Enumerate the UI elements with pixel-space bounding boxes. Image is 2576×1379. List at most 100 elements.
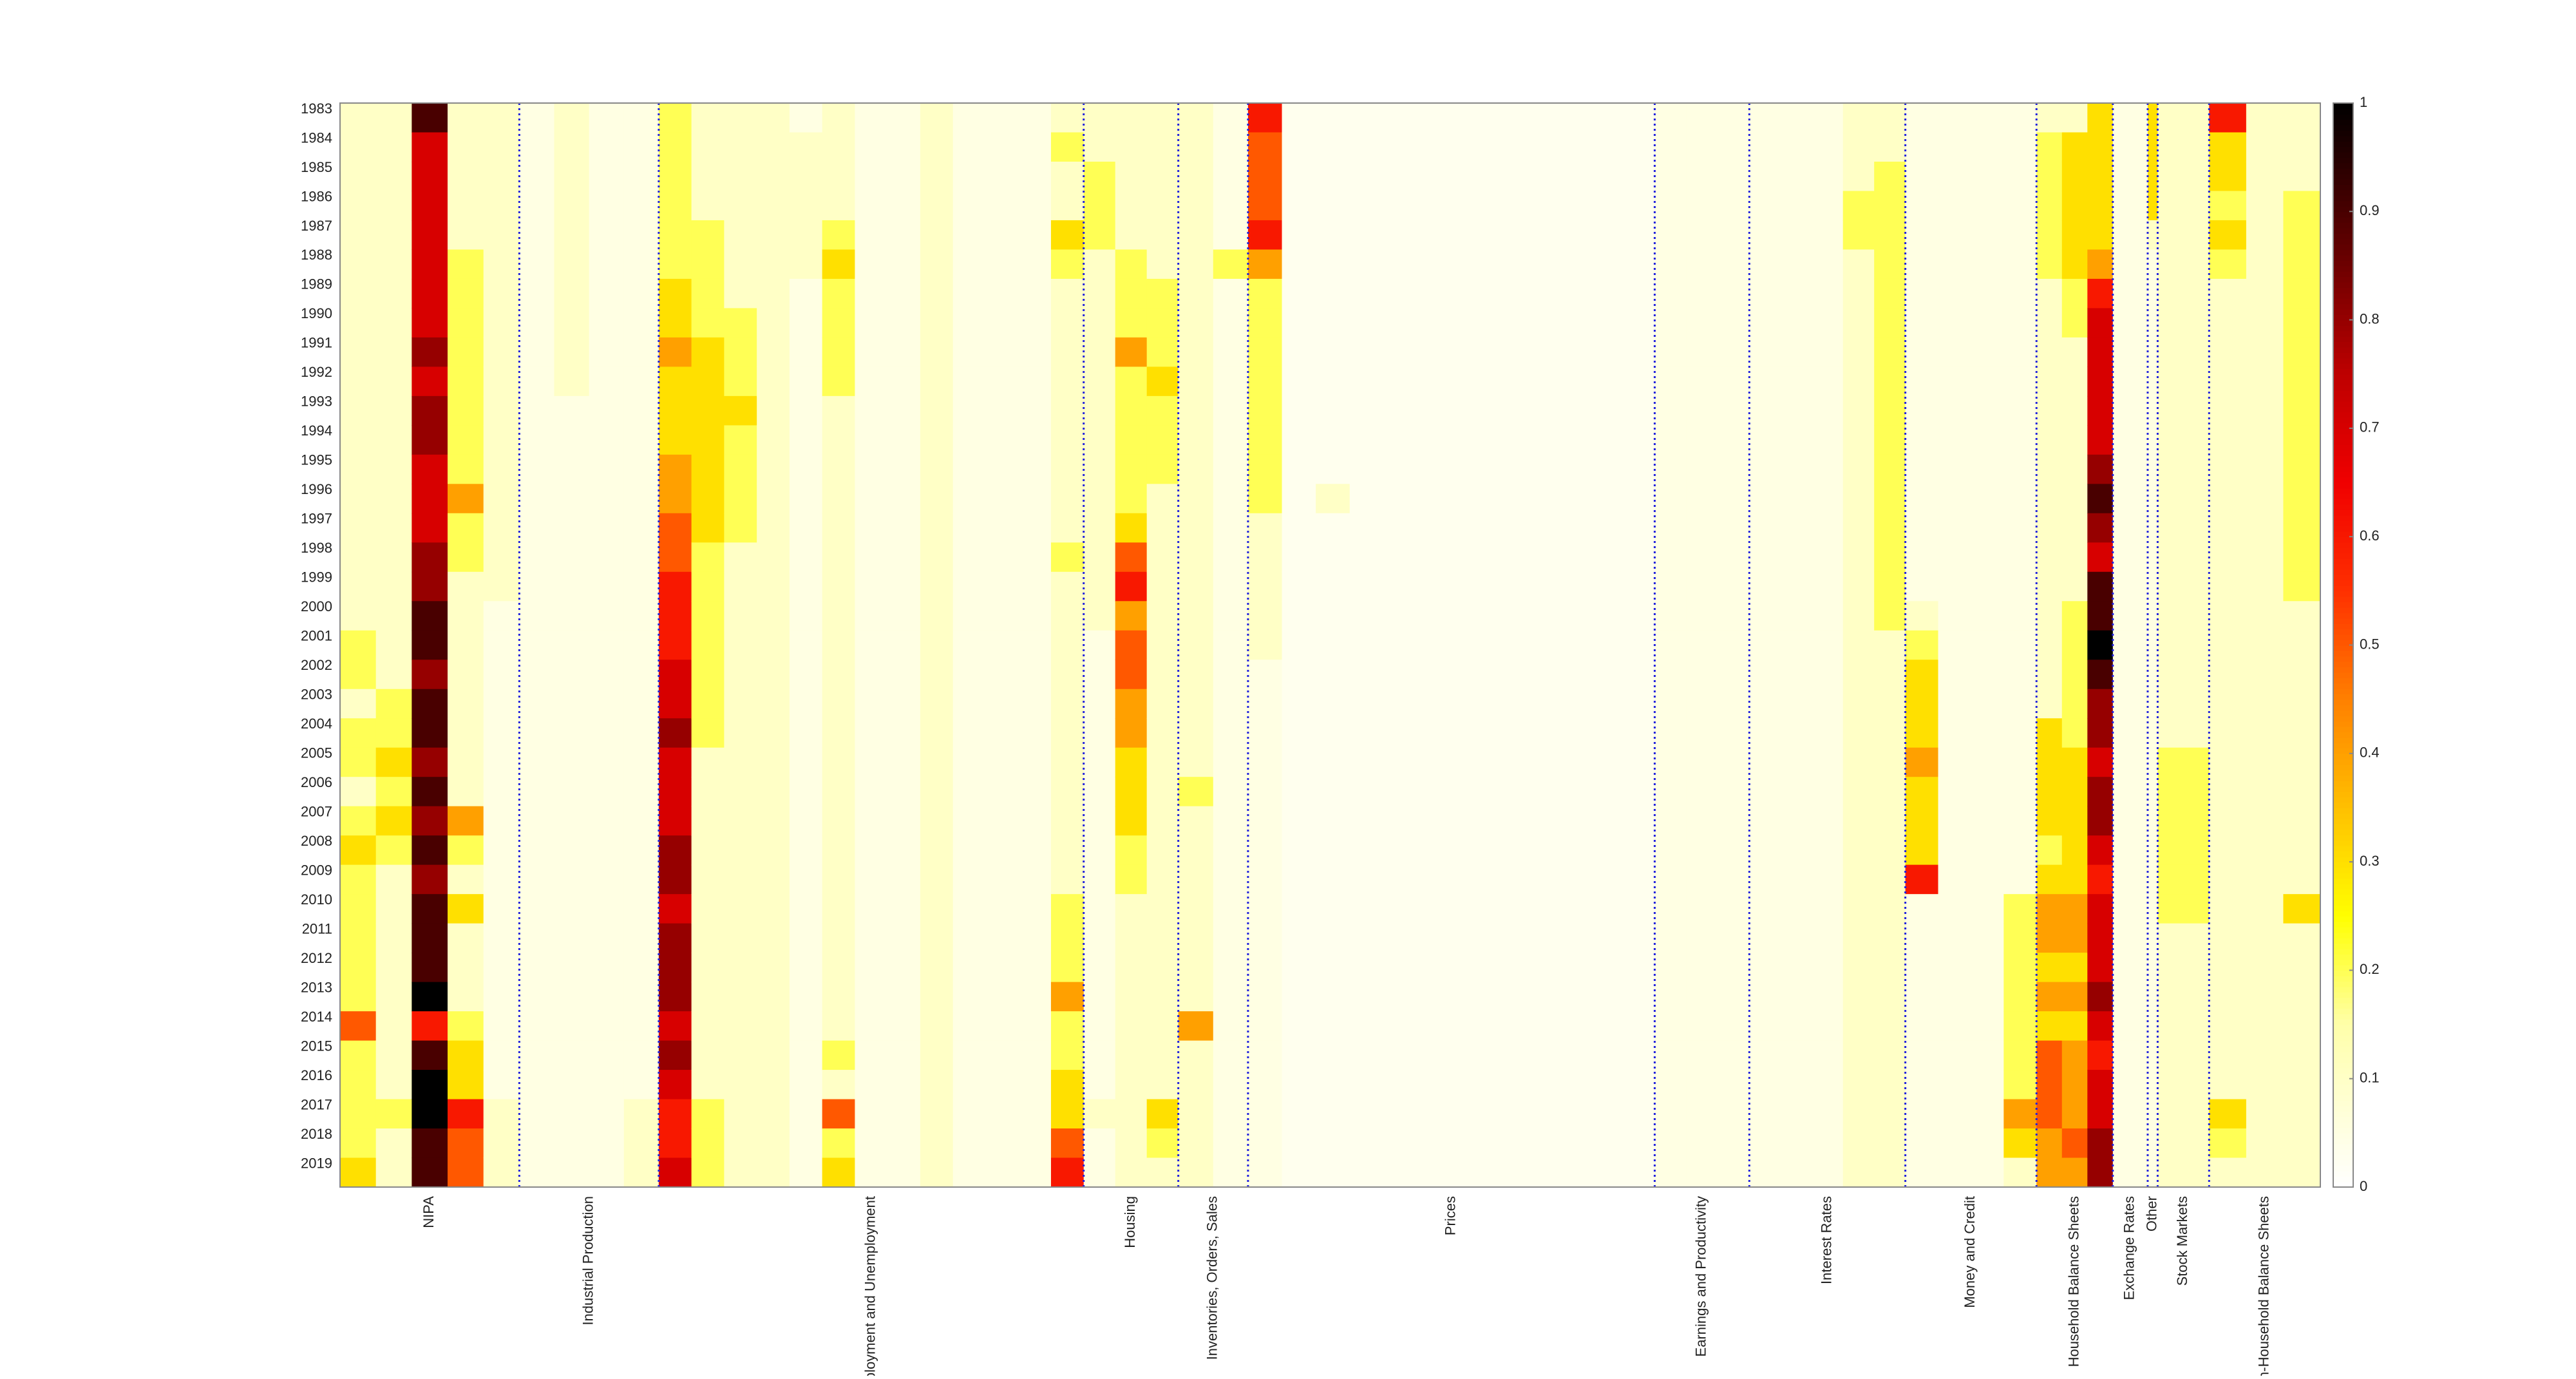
heatmap-cell — [2283, 425, 2321, 455]
heatmap-cell — [1178, 1157, 1214, 1188]
heatmap-cell — [1971, 718, 2004, 748]
heatmap-cell — [2147, 982, 2159, 1012]
heatmap-cell — [855, 484, 888, 514]
heatmap-cell — [1178, 1128, 1214, 1159]
heatmap-cell — [2157, 1128, 2210, 1159]
heatmap-cell — [1083, 894, 1116, 924]
heatmap-cell — [1316, 806, 1350, 836]
heatmap-cell — [1383, 1070, 1418, 1100]
heatmap-cell — [554, 1128, 590, 1159]
heatmap-cell — [1718, 161, 1750, 192]
colorbar-segment — [2333, 829, 2353, 835]
colorbar-segment — [2333, 173, 2353, 180]
heatmap-cell — [724, 278, 757, 309]
heatmap-cell — [1812, 542, 1844, 573]
heatmap-cell — [1686, 601, 1718, 631]
heatmap-cell — [1282, 923, 1316, 953]
heatmap-cell — [1812, 777, 1844, 807]
heatmap-cell — [375, 689, 412, 719]
heatmap-cell — [724, 718, 757, 748]
heatmap-cell — [1812, 1040, 1844, 1070]
heatmap-cell — [1553, 864, 1587, 895]
heatmap-cell — [1146, 1099, 1179, 1129]
heatmap-cell — [448, 747, 484, 777]
heatmap-cell — [1247, 132, 1283, 162]
heatmap-cell — [985, 894, 1019, 924]
heatmap-cell — [1874, 953, 1906, 983]
heatmap-cell — [985, 1157, 1019, 1188]
heatmap-cell — [1213, 601, 1249, 631]
colorbar-segment — [2333, 357, 2353, 364]
heatmap-cell — [1050, 1040, 1084, 1070]
heatmap-cell — [822, 542, 856, 573]
heatmap-cell — [340, 571, 377, 602]
heatmap-cell — [724, 806, 757, 836]
heatmap-cell — [483, 1099, 520, 1129]
colorbar-segment — [2333, 1149, 2353, 1156]
heatmap-cell — [985, 1128, 1019, 1159]
heatmap-cell — [887, 425, 921, 455]
y-tick-label: 2011 — [302, 920, 332, 937]
heatmap-cell — [985, 484, 1019, 514]
y-tick-label: 1985 — [301, 159, 332, 175]
colorbar-segment — [2333, 260, 2353, 267]
heatmap-cell — [483, 1040, 520, 1070]
heatmap-cell — [1178, 103, 1214, 133]
heatmap-cell — [1905, 689, 1939, 719]
heatmap-cell — [2147, 1099, 2159, 1129]
heatmap-cell — [1018, 777, 1052, 807]
heatmap-cell — [375, 278, 412, 309]
heatmap-cell — [2209, 308, 2247, 338]
heatmap-cell — [1146, 864, 1179, 895]
heatmap-cell — [448, 308, 484, 338]
heatmap-cell — [2061, 454, 2088, 484]
heatmap-cell — [2003, 161, 2037, 192]
heatmap-cell — [757, 454, 790, 484]
heatmap-cell — [2087, 630, 2114, 660]
heatmap-cell — [1874, 1070, 1906, 1100]
heatmap-cell — [1620, 249, 1655, 280]
colorbar-segment — [2333, 878, 2353, 884]
heatmap-cell — [1938, 835, 1972, 866]
heatmap-cell — [412, 1011, 448, 1041]
heatmap-cell — [1451, 601, 1486, 631]
heatmap-cell — [2283, 454, 2321, 484]
heatmap-cell — [887, 747, 921, 777]
heatmap-cell — [1905, 660, 1939, 690]
heatmap-cell — [375, 630, 412, 660]
heatmap-cell — [589, 366, 625, 397]
heatmap-cell — [1018, 132, 1052, 162]
colorbar-segment — [2333, 271, 2353, 278]
heatmap-cell — [519, 1157, 555, 1188]
heatmap-cell — [412, 395, 448, 426]
heatmap-cell — [952, 806, 987, 836]
heatmap-cell — [1654, 1157, 1687, 1188]
heatmap-cell — [1718, 513, 1750, 543]
colorbar-segment — [2333, 227, 2353, 234]
heatmap-cell — [1146, 1011, 1179, 1041]
heatmap-cell — [2036, 835, 2063, 866]
heatmap-cell — [1383, 103, 1418, 133]
heatmap-cell — [1971, 542, 2004, 573]
heatmap-cell — [1146, 454, 1179, 484]
heatmap-cell — [658, 1099, 692, 1129]
colorbar-segment — [2333, 520, 2353, 527]
heatmap-cell — [1620, 1099, 1655, 1129]
heatmap-cell — [412, 571, 448, 602]
heatmap-cell — [2003, 601, 2037, 631]
heatmap-cell — [757, 191, 790, 221]
heatmap-cell — [1780, 630, 1812, 660]
heatmap-cell — [1417, 777, 1452, 807]
colorbar-segment — [2333, 1040, 2353, 1047]
heatmap-cell — [887, 689, 921, 719]
heatmap-cell — [2246, 308, 2284, 338]
heatmap-cell — [1115, 1040, 1148, 1070]
heatmap-cell — [1451, 1070, 1486, 1100]
heatmap-cell — [658, 601, 692, 631]
heatmap-cell — [412, 777, 448, 807]
colorbar-segment — [2333, 298, 2353, 305]
heatmap-cell — [1874, 513, 1906, 543]
colorbar-segment — [2333, 986, 2353, 993]
group-label: Housing — [1122, 1196, 1138, 1248]
heatmap-cell — [1553, 513, 1587, 543]
